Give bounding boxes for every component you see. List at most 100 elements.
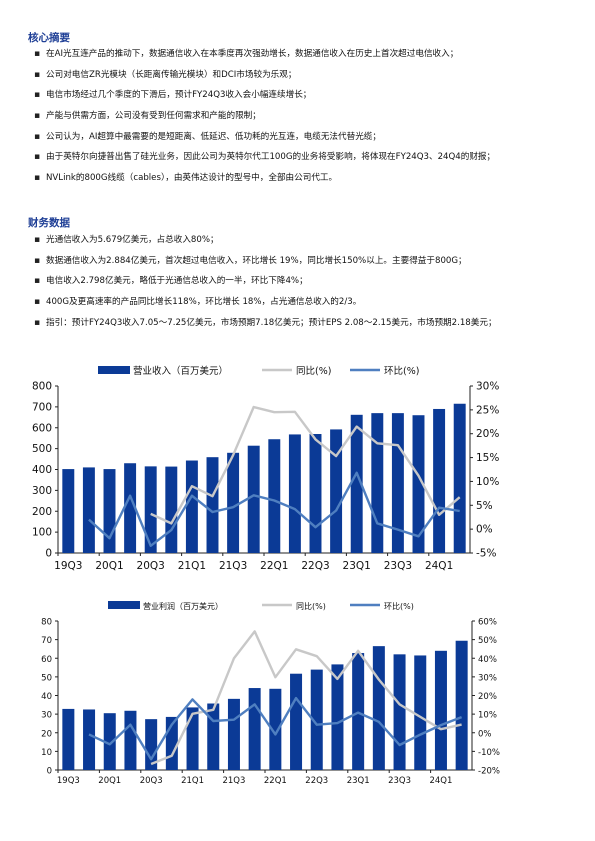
bar-24Q2 xyxy=(453,403,466,553)
bar-21Q4 xyxy=(247,445,260,553)
y-tick-label-right: 25% xyxy=(476,404,499,416)
legend-label-qoq: 环比(%) xyxy=(384,365,419,377)
x-tick-label: 22Q3 xyxy=(305,776,328,786)
y-tick-label-left: 60 xyxy=(41,655,52,665)
financial-list: 光通信收入为5.679亿美元，占总收入80%； 数据通信收入为2.884亿美元，首… xyxy=(34,234,569,337)
x-tick-label: 21Q1 xyxy=(181,776,204,786)
y-tick-label-right: 40% xyxy=(478,655,497,665)
qoq-line xyxy=(88,696,463,761)
y-tick-label-left: 100 xyxy=(32,527,52,539)
financial-title: 财务数据 xyxy=(28,217,70,229)
x-tick-label: 22Q1 xyxy=(264,776,287,786)
summary-item: 产能与供需方面，公司没有受到任何需求和产能的限制； xyxy=(34,110,569,123)
financial-item: 电信收入2.798亿美元，略低于光通信总收入的一半，环比下降4%； xyxy=(34,275,569,288)
y-tick-label-right: 0% xyxy=(476,524,493,536)
bar-21Q2 xyxy=(207,703,220,770)
y-tick-label-left: 80 xyxy=(41,618,52,628)
summary-item: 在AI光互连产品的推动下，数据通信收入在本季度再次强劲增长，数据通信收入在历史上… xyxy=(34,48,569,61)
operating-profit-chart: 营业利润（百万美元） 同比(%) 环比(%) 0 10 20 30 40 50 60 70 80 -20… xyxy=(41,601,500,786)
y-tick-label-left: 800 xyxy=(32,381,52,393)
bar-21Q1 xyxy=(186,707,199,770)
x-tick-label: 20Q3 xyxy=(140,776,163,786)
y-tick-label-left: 200 xyxy=(32,506,52,518)
y-tick-label-right: 5% xyxy=(476,500,493,512)
bar-20Q3 xyxy=(145,719,158,770)
yoy-line xyxy=(150,405,461,525)
bar-20Q2 xyxy=(124,710,137,770)
y-tick-label-right: 20% xyxy=(478,692,497,702)
x-tick-label: 20Q3 xyxy=(137,560,165,572)
x-tick-label: 23Q3 xyxy=(388,776,411,786)
y-tick-label-left: 50 xyxy=(41,673,52,683)
y-tick-label-left: 30 xyxy=(41,711,52,721)
bar-20Q2 xyxy=(124,463,137,553)
x-tick-label: 23Q1 xyxy=(347,776,370,786)
bar-23Q4 xyxy=(412,415,425,553)
y-tick-label-right: 15% xyxy=(476,452,499,464)
bar-22Q4 xyxy=(331,664,344,770)
legend-swatch-bar xyxy=(98,366,130,374)
bar-24Q1 xyxy=(433,408,446,553)
y-tick-label-right: 30% xyxy=(478,673,497,683)
y-tick-label-right: 0% xyxy=(478,729,492,739)
y-tick-label-right: -10% xyxy=(478,748,500,758)
x-tick-label: 22Q1 xyxy=(260,560,288,572)
qoq-line xyxy=(88,471,460,547)
summary-item: 由于英特尔向捷普出售了硅光业务，因此公司为英特尔代工100G的业务将受影响，将体… xyxy=(34,151,569,164)
summary-list: 在AI光互连产品的推动下，数据通信收入在本季度再次强劲增长，数据通信收入在历史上… xyxy=(34,48,569,193)
bar-24Q1 xyxy=(434,650,447,770)
legend-swatch-bar xyxy=(108,601,140,609)
y-tick-label-left: 700 xyxy=(32,401,52,413)
y-tick-label-right: 10% xyxy=(476,476,499,488)
bar-24Q2 xyxy=(455,640,468,770)
x-tick-label: 23Q3 xyxy=(384,560,412,572)
bar-22Q1 xyxy=(269,688,282,770)
legend-label-yoy: 同比(%) xyxy=(296,365,331,377)
x-tick-label: 19Q3 xyxy=(57,776,80,786)
bar-21Q4 xyxy=(248,688,261,770)
bar-21Q2 xyxy=(206,457,219,553)
bar-23Q3 xyxy=(393,654,406,770)
financial-item: 指引：预计FY24Q3收入7.05～7.25亿美元，市场预期7.18亿美元；预计… xyxy=(34,317,569,330)
chart-legend: 营业利润（百万美元） 同比(%) 环比(%) xyxy=(108,601,414,611)
y-tick-label-right: -20% xyxy=(478,767,500,777)
y-tick-label-right: 30% xyxy=(476,381,499,393)
summary-item: 电信市场经过几个季度的下滑后，预计FY24Q3收入会小幅连续增长； xyxy=(34,89,569,102)
x-tick-label: 24Q1 xyxy=(429,776,452,786)
bar-23Q2 xyxy=(372,646,385,770)
bar-23Q2 xyxy=(371,413,384,553)
bar-23Q1 xyxy=(350,414,363,553)
bar-20Q4 xyxy=(165,466,178,553)
bar-21Q3 xyxy=(227,452,240,553)
y-tick-label-left: 300 xyxy=(32,485,52,497)
y-tick-label-left: 400 xyxy=(32,464,52,476)
legend-label-qoq: 环比(%) xyxy=(384,601,414,611)
y-tick-label-right: 20% xyxy=(476,428,499,440)
x-tick-label: 20Q1 xyxy=(95,560,123,572)
bar-23Q3 xyxy=(391,413,404,553)
y-tick-label-right: -5% xyxy=(476,548,496,560)
summary-item: 公司认为，AI超算中最需要的是短距离、低延迟、低功耗的光互连，电缆无法代替光缆； xyxy=(34,131,569,144)
x-tick-label: 23Q1 xyxy=(343,560,371,572)
x-tick-label: 24Q1 xyxy=(425,560,453,572)
y-tick-label-right: 50% xyxy=(478,636,497,646)
legend-label-yoy: 同比(%) xyxy=(296,601,326,611)
y-tick-label-left: 0 xyxy=(47,767,52,777)
y-tick-label-left: 0 xyxy=(45,548,52,560)
bar-20Q3 xyxy=(144,466,157,553)
y-tick-label-right: 10% xyxy=(478,711,497,721)
x-tick-label: 20Q1 xyxy=(98,776,121,786)
y-tick-label-left: 40 xyxy=(41,692,52,702)
legend-label-bar: 营业收入（百万美元） xyxy=(133,365,228,377)
bar-20Q1 xyxy=(103,713,116,770)
bar-22Q3 xyxy=(310,669,323,770)
bar-19Q3 xyxy=(62,469,75,553)
y-tick-label-left: 10 xyxy=(41,748,52,758)
bar-19Q4 xyxy=(82,467,95,553)
bar-21Q1 xyxy=(185,460,198,553)
y-tick-label-left: 500 xyxy=(32,443,52,455)
x-tick-label: 21Q3 xyxy=(219,560,247,572)
x-tick-label: 19Q3 xyxy=(54,560,82,572)
y-tick-label-left: 20 xyxy=(41,729,52,739)
bar-21Q3 xyxy=(227,698,240,770)
